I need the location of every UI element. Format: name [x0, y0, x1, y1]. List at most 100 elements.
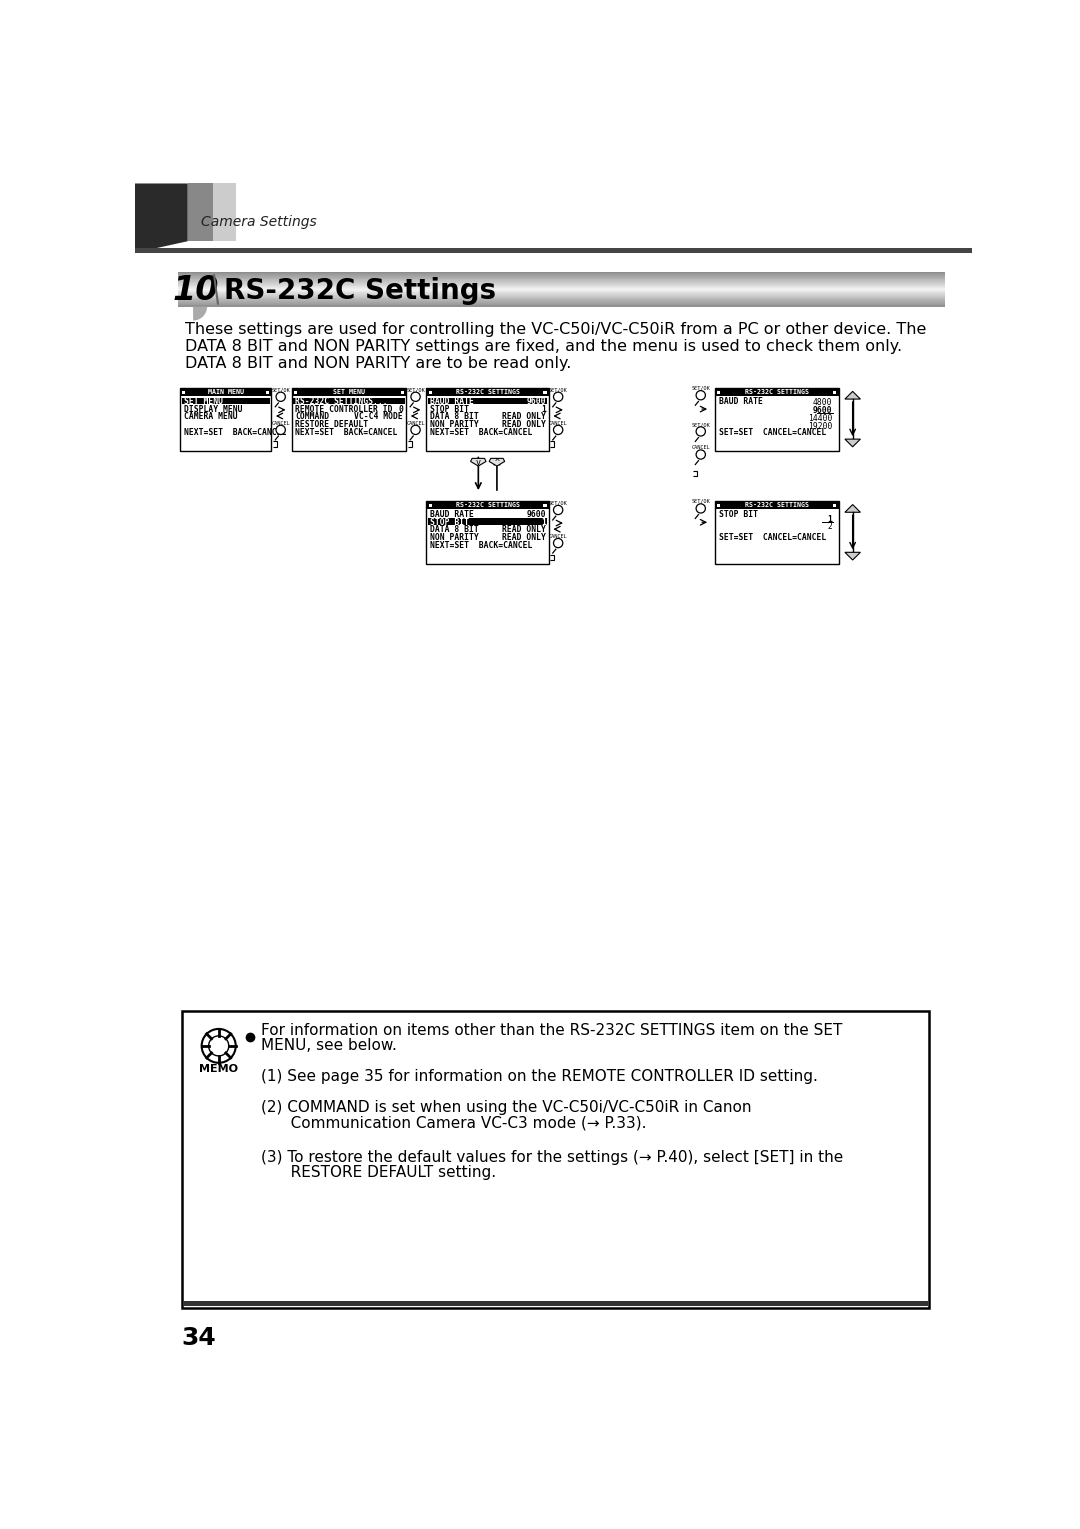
Text: DATA 8 BIT: DATA 8 BIT	[430, 526, 480, 535]
Bar	[177, 301, 945, 304]
Bar	[177, 295, 945, 297]
Bar	[428, 518, 548, 526]
Circle shape	[697, 427, 705, 436]
Text: READ ONLY: READ ONLY	[502, 420, 545, 430]
Bar	[427, 387, 549, 451]
Text: Camera Settings: Camera Settings	[201, 216, 316, 229]
Text: NON PARITY: NON PARITY	[430, 534, 480, 543]
Bar	[177, 278, 945, 280]
Text: SET=SET  CANCEL=CANCEL: SET=SET CANCEL=CANCEL	[718, 534, 826, 543]
Circle shape	[554, 425, 563, 434]
Text: SET/OK: SET/OK	[549, 500, 567, 506]
Text: CAMERA MENU: CAMERA MENU	[184, 413, 238, 422]
Text: SET/OK: SET/OK	[691, 422, 711, 427]
Circle shape	[697, 450, 705, 459]
Text: CANCEL: CANCEL	[549, 534, 567, 538]
Bar	[292, 387, 406, 451]
Text: DATA 8 BIT: DATA 8 BIT	[430, 413, 480, 422]
Polygon shape	[489, 459, 504, 466]
Bar	[177, 297, 945, 298]
Text: RESTORE DEFAULT: RESTORE DEFAULT	[296, 420, 368, 430]
Circle shape	[276, 391, 285, 402]
Text: READ ONLY: READ ONLY	[502, 526, 545, 535]
Text: DISPLAY MENU: DISPLAY MENU	[184, 405, 242, 413]
Text: STOP BIT: STOP BIT	[430, 518, 470, 528]
Text: READ ONLY: READ ONLY	[502, 534, 545, 543]
Bar	[181, 398, 270, 405]
Bar	[717, 390, 720, 393]
Text: NEXT=SET  BACK=CANCEL: NEXT=SET BACK=CANCEL	[184, 428, 286, 437]
Polygon shape	[213, 183, 235, 242]
Wedge shape	[193, 307, 207, 321]
Text: 0: 0	[399, 405, 403, 413]
Bar	[177, 289, 945, 291]
Bar	[177, 303, 945, 304]
Text: CANCEL: CANCEL	[271, 420, 291, 425]
Bar	[292, 387, 406, 396]
Text: 9600: 9600	[526, 398, 545, 405]
Bar	[177, 274, 945, 275]
Text: These settings are used for controlling the VC-C50i/VC-C50iR from a PC or other : These settings are used for controlling …	[186, 323, 927, 336]
Text: For information on items other than the RS-232C SETTINGS item on the SET: For information on items other than the …	[260, 1023, 842, 1038]
Text: CANCEL: CANCEL	[406, 420, 424, 425]
Bar	[177, 286, 945, 287]
Bar	[177, 292, 945, 294]
Text: RS-232C SETTINGS: RS-232C SETTINGS	[745, 388, 809, 394]
Circle shape	[208, 1035, 229, 1057]
Bar	[177, 300, 945, 301]
Text: RS-232C SETTINGS...: RS-232C SETTINGS...	[296, 398, 388, 405]
Bar	[177, 298, 945, 300]
Bar	[715, 387, 839, 451]
Bar	[135, 248, 972, 252]
Text: (3) To restore the default values for the settings (→ P.40), select [SET] in the: (3) To restore the default values for th…	[260, 1150, 842, 1165]
Bar	[543, 503, 546, 508]
Bar	[266, 390, 269, 393]
Circle shape	[554, 538, 563, 547]
Text: DATA 8 BIT and NON PARITY are to be read only.: DATA 8 BIT and NON PARITY are to be read…	[186, 356, 571, 372]
Text: NON PARITY: NON PARITY	[430, 420, 480, 430]
Bar	[177, 277, 945, 278]
Bar	[177, 284, 945, 286]
Text: ^: ^	[495, 457, 499, 466]
Bar	[177, 294, 945, 295]
Bar	[177, 297, 945, 298]
Text: SET MENU: SET MENU	[333, 388, 365, 394]
Bar	[429, 503, 432, 508]
Bar	[177, 272, 945, 274]
Text: 19200: 19200	[808, 422, 833, 431]
Bar	[177, 281, 945, 283]
Bar	[177, 272, 945, 274]
Text: VC-C4 MODE: VC-C4 MODE	[354, 413, 403, 422]
Bar	[177, 280, 945, 281]
Text: NEXT=SET  BACK=CANCEL: NEXT=SET BACK=CANCEL	[430, 428, 532, 437]
Circle shape	[554, 506, 563, 515]
Text: RS-232C SETTINGS: RS-232C SETTINGS	[456, 388, 519, 394]
Bar	[177, 278, 945, 280]
Text: CANCEL: CANCEL	[549, 420, 567, 425]
Text: NEXT=SET  BACK=CANCEL: NEXT=SET BACK=CANCEL	[430, 541, 532, 550]
Circle shape	[697, 503, 705, 514]
Text: 14400: 14400	[808, 414, 833, 424]
Bar	[177, 275, 945, 277]
Bar	[177, 304, 945, 306]
Bar	[543, 390, 546, 393]
Text: RESTORE DEFAULT setting.: RESTORE DEFAULT setting.	[276, 1165, 496, 1180]
Text: 2: 2	[827, 523, 833, 532]
Polygon shape	[845, 505, 861, 512]
Bar	[183, 390, 186, 393]
Bar	[177, 301, 945, 303]
Bar	[177, 275, 945, 278]
Text: SET/OK: SET/OK	[691, 498, 711, 503]
Bar	[294, 390, 297, 393]
Text: RS-232C SETTINGS: RS-232C SETTINGS	[745, 502, 809, 508]
Text: MENU, see below.: MENU, see below.	[260, 1038, 396, 1053]
Text: v: v	[476, 457, 481, 466]
Bar	[834, 503, 836, 508]
Bar	[177, 280, 945, 281]
Text: BAUD RATE: BAUD RATE	[430, 398, 474, 405]
Circle shape	[202, 1029, 235, 1063]
Circle shape	[410, 425, 420, 434]
Text: DATA 8 BIT and NON PARITY settings are fixed, and the menu is used to check them: DATA 8 BIT and NON PARITY settings are f…	[186, 339, 903, 355]
Bar	[177, 281, 945, 284]
Polygon shape	[471, 459, 486, 466]
